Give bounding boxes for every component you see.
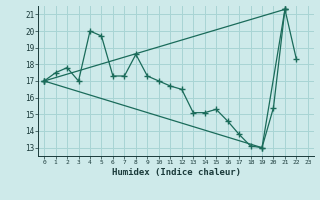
X-axis label: Humidex (Indice chaleur): Humidex (Indice chaleur): [111, 168, 241, 177]
